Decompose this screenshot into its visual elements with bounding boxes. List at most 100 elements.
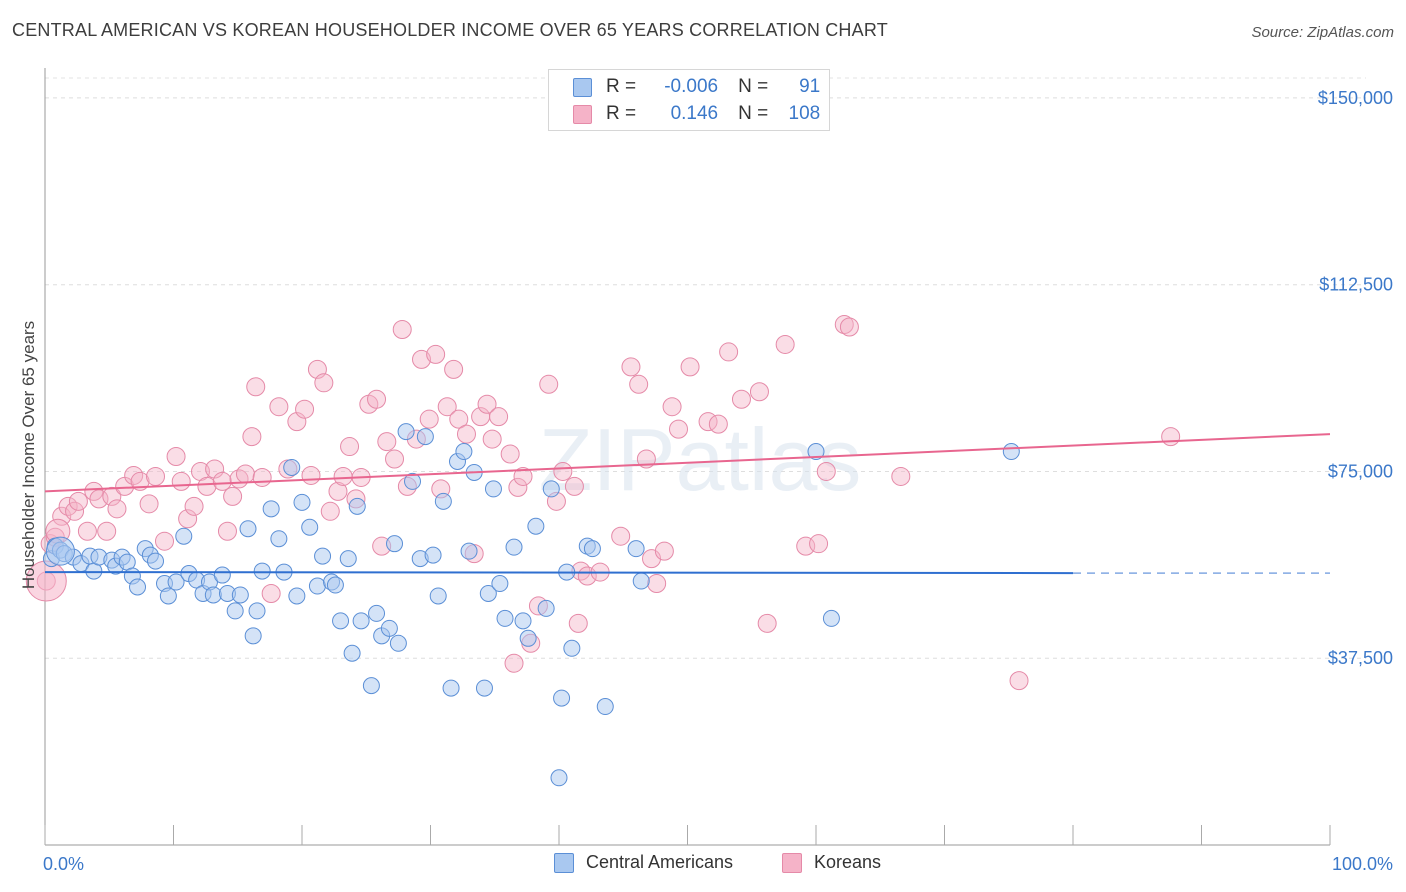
- korean-point: [749, 382, 769, 402]
- y-tick-label: $150,000: [1318, 88, 1393, 108]
- korean-point: [719, 342, 739, 362]
- central-american-point: [542, 480, 560, 498]
- korean-point: [489, 407, 509, 427]
- korean-point: [757, 613, 777, 633]
- korean-point: [444, 359, 464, 379]
- central-american-point: [301, 518, 319, 536]
- central-american-point: [596, 698, 614, 716]
- korean-point: [669, 419, 689, 439]
- korean-point: [107, 499, 127, 519]
- korean-point: [437, 397, 457, 417]
- korean-point: [269, 397, 289, 417]
- central-american-point: [627, 540, 645, 558]
- korean-point: [654, 541, 674, 561]
- korean-point: [553, 461, 573, 481]
- korean-point: [155, 531, 175, 551]
- y-tick-label: $112,500: [1319, 275, 1393, 295]
- x-tick-label: 100.0%: [1332, 854, 1393, 874]
- korean-point: [426, 344, 446, 364]
- koreans-trend-line: [44, 433, 1331, 493]
- chart-source: Source: ZipAtlas.com: [1251, 24, 1394, 41]
- central-american-point: [231, 586, 249, 604]
- legend-r-label: R =: [606, 103, 637, 124]
- central-american-point: [348, 497, 366, 515]
- korean-point: [333, 466, 353, 486]
- central-american-point: [514, 612, 532, 630]
- central-american-point: [308, 577, 326, 595]
- korean-point: [708, 414, 728, 434]
- central-american-point: [475, 679, 493, 697]
- korean-point: [419, 409, 439, 429]
- korean-point: [217, 521, 237, 541]
- korean-point: [58, 496, 78, 516]
- legend-r-label: R =: [606, 76, 637, 97]
- central-american-point: [175, 527, 193, 545]
- x-tick-label: 0.0%: [43, 854, 84, 874]
- korean-point: [539, 374, 559, 394]
- korean-point: [513, 466, 533, 486]
- central-american-point: [416, 428, 434, 446]
- korean-point: [577, 566, 597, 586]
- legend-swatch-blue: [573, 77, 592, 97]
- korean-point: [477, 394, 497, 414]
- korean-point: [242, 427, 262, 447]
- central-american-point: [1002, 443, 1020, 461]
- korean-point: [809, 534, 829, 554]
- central-american-point: [496, 609, 514, 627]
- korean-point: [102, 486, 122, 506]
- central-american-point: [527, 517, 545, 535]
- central-american-point: [632, 572, 650, 590]
- korean-point: [68, 491, 88, 511]
- korean-point: [839, 317, 859, 337]
- central-american-point: [253, 562, 271, 580]
- central-american-point: [147, 552, 165, 570]
- korean-point: [456, 424, 476, 444]
- korean-point: [184, 496, 204, 516]
- y-tick-label: $75,000: [1328, 461, 1393, 481]
- central-american-point: [822, 609, 840, 627]
- korean-point: [1009, 671, 1029, 691]
- central-american-point: [479, 584, 497, 602]
- central-american-point: [442, 679, 460, 697]
- legend-swatch-pink: [573, 104, 592, 124]
- korean-point: [314, 373, 334, 393]
- central-american-point: [352, 612, 370, 630]
- central-american-point: [550, 769, 568, 787]
- korean-point: [662, 397, 682, 417]
- bottom-legend-swatch-pink: [782, 852, 802, 873]
- central-american-point: [583, 540, 601, 558]
- korean-point: [97, 521, 117, 541]
- korean-point: [166, 447, 186, 467]
- central-american-point: [362, 677, 380, 695]
- central-american-point: [397, 423, 415, 441]
- central-american-point: [537, 599, 555, 617]
- korean-point: [295, 399, 315, 419]
- legend-row-central-americans: R = -0.006 N = 91: [573, 75, 820, 99]
- korean-point: [611, 526, 631, 546]
- central-americans-points: [42, 423, 1020, 787]
- korean-point: [77, 521, 97, 541]
- central-american-point: [270, 530, 288, 548]
- korean-point: [482, 429, 502, 449]
- korean-point: [171, 471, 191, 491]
- central-american-point: [332, 612, 350, 630]
- korean-point: [178, 509, 198, 529]
- central-american-point: [505, 538, 523, 556]
- legend-n-label: N =: [738, 76, 769, 97]
- korean-point: [223, 486, 243, 506]
- central-american-point: [563, 639, 581, 657]
- korean-point: [340, 437, 360, 457]
- korean-point: [680, 357, 700, 377]
- central-american-point: [248, 602, 266, 620]
- korean-point: [834, 315, 854, 335]
- central-american-point: [244, 627, 262, 645]
- central-americans-trend-line: [44, 571, 1074, 575]
- korean-point: [139, 494, 159, 514]
- korean-point: [246, 377, 266, 397]
- korean-point: [328, 481, 348, 501]
- korean-point: [1161, 427, 1181, 447]
- central-american-point: [404, 472, 422, 490]
- central-american-point: [226, 602, 244, 620]
- central-american-point: [262, 500, 280, 518]
- y-axis-label: Householder Income Over 65 years: [19, 321, 38, 589]
